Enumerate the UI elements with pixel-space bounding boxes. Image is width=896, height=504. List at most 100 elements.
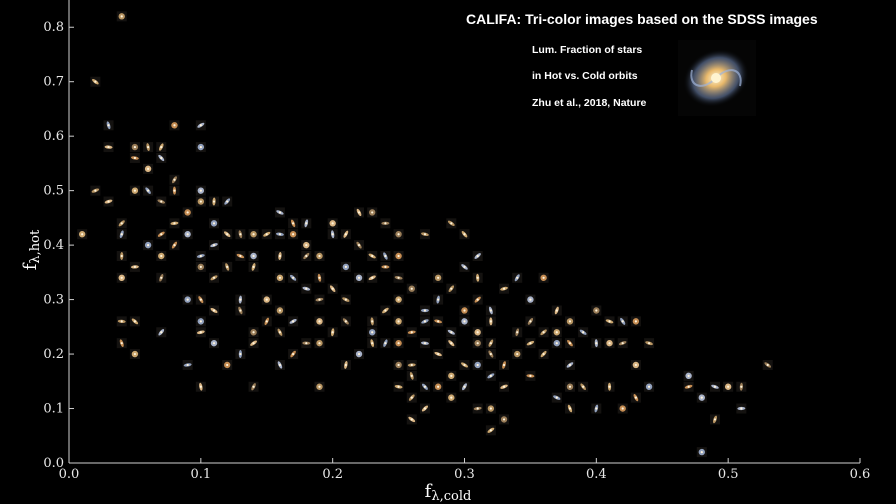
galaxy-point [209, 338, 220, 349]
galaxy-core [608, 320, 611, 323]
galaxy-point [433, 349, 444, 360]
galaxy-point [538, 272, 549, 283]
galaxy-core [555, 309, 558, 312]
galaxy-core [331, 222, 334, 225]
galaxy-point [156, 152, 167, 163]
galaxy-core [160, 156, 163, 160]
galaxy-point [419, 338, 430, 349]
galaxy-point [195, 381, 206, 392]
galaxy-core [437, 320, 440, 323]
galaxy-point [380, 338, 391, 349]
galaxy-point [354, 207, 365, 218]
galaxy-point [116, 316, 127, 327]
galaxy-point [327, 327, 338, 338]
galaxy-point [578, 381, 589, 392]
galaxy-point [472, 327, 483, 338]
galaxy-point [472, 251, 483, 262]
galaxy-core [542, 276, 545, 279]
galaxy-core [423, 342, 427, 345]
galaxy-core [199, 254, 202, 258]
galaxy-core [423, 309, 427, 312]
galaxy-point [630, 359, 641, 370]
galaxy-point [129, 185, 140, 196]
galaxy-core [173, 222, 176, 225]
x-tick-label: 0.6 [850, 467, 871, 482]
galaxy-point [248, 327, 259, 338]
galaxy-core [331, 331, 334, 334]
galaxy-point [301, 283, 312, 294]
galaxy-point [195, 196, 206, 207]
galaxy-core [120, 342, 123, 345]
galaxy-core [489, 407, 492, 410]
galaxy-point [248, 251, 259, 262]
galaxy-point [354, 349, 365, 360]
galaxy-core [450, 222, 453, 225]
galaxy-point [433, 272, 444, 283]
galaxy-point [512, 272, 523, 283]
galaxy-point [591, 403, 602, 414]
galaxy-core [463, 363, 466, 367]
galaxy-core [634, 320, 637, 323]
galaxy-point [393, 229, 404, 240]
galaxy-core [239, 233, 242, 236]
galaxy-point [419, 381, 430, 392]
galaxy-core [423, 233, 427, 236]
galaxy-core [331, 233, 334, 236]
galaxy-point [90, 185, 101, 196]
galaxy-core [186, 233, 189, 236]
galaxy-core [410, 331, 413, 334]
galaxy-point [630, 392, 641, 403]
galaxy-point [485, 370, 496, 381]
galaxy-core [529, 374, 532, 377]
galaxy-point [274, 327, 285, 338]
chart-note-3: Zhu et al., 2018, Nature [532, 97, 647, 109]
galaxy-core [516, 331, 519, 334]
galaxy-point [116, 229, 127, 240]
galaxy-point [222, 261, 233, 272]
galaxy-core [186, 363, 189, 367]
galaxy-core [292, 276, 295, 279]
galaxy-core [371, 320, 374, 323]
galaxy-core [647, 342, 651, 345]
galaxy-point [340, 261, 351, 272]
galaxy-point [129, 349, 140, 360]
galaxy-point [274, 359, 285, 370]
galaxy-point [393, 359, 404, 370]
x-tick-label: 0.0 [59, 467, 80, 482]
galaxy-point [551, 392, 562, 403]
galaxy-core [582, 385, 585, 388]
galaxy-core [568, 363, 572, 367]
galaxy-core [173, 178, 176, 181]
galaxy-point [195, 142, 206, 153]
galaxy-core [397, 342, 400, 345]
galaxy-core [476, 342, 479, 345]
galaxy-core [740, 407, 743, 410]
galaxy-point [367, 316, 378, 327]
galaxy-point [327, 218, 338, 229]
galaxy-core [305, 287, 308, 290]
galaxy-point [538, 327, 549, 338]
galaxy-core [476, 276, 479, 279]
galaxy-core [766, 363, 769, 367]
galaxy-point [235, 294, 246, 305]
galaxy-core [252, 331, 255, 334]
galaxy-core [120, 254, 123, 258]
galaxy-point [301, 251, 312, 262]
galaxy-point [380, 305, 391, 316]
galaxy-core [199, 320, 202, 323]
galaxy-core [621, 407, 624, 410]
galaxy-point [129, 152, 140, 163]
galaxy-point [274, 305, 285, 316]
galaxy-core [318, 298, 321, 301]
galaxy-point [169, 240, 180, 251]
galaxy-core [595, 309, 598, 312]
y-tick-label: 0.6 [43, 129, 64, 144]
galaxy-core [199, 265, 202, 269]
galaxy-point [446, 283, 457, 294]
galaxy-point [261, 229, 272, 240]
galaxy-point [446, 370, 457, 381]
galaxy-core [555, 342, 558, 345]
galaxy-point [736, 403, 747, 414]
galaxy-core [463, 309, 466, 312]
galaxy-point [169, 185, 180, 196]
